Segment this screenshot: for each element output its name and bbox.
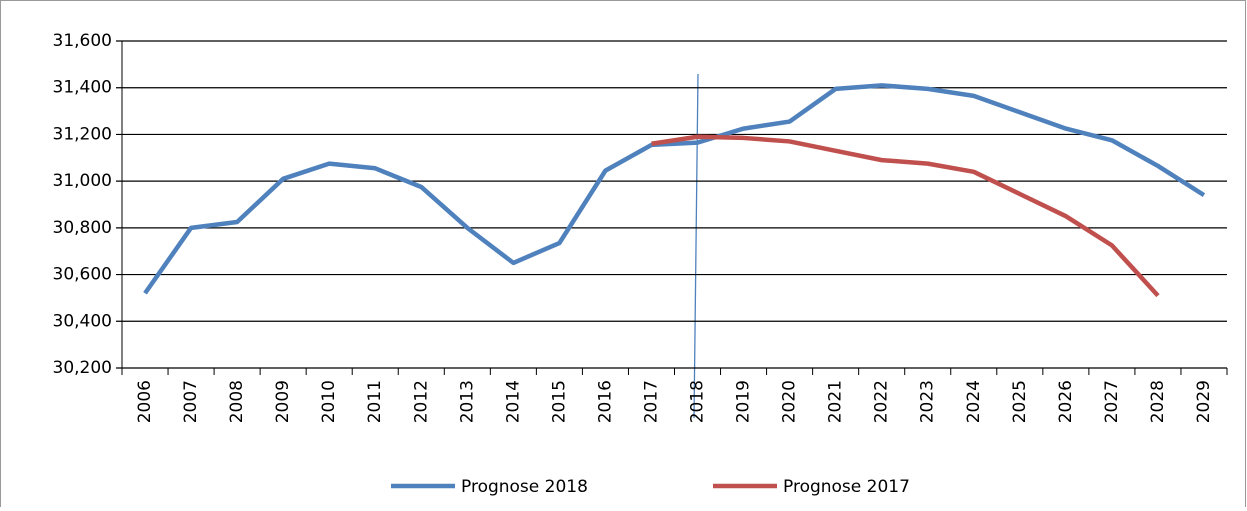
x-tick-label: 2015 [549,380,569,423]
x-tick-label: 2022 [872,380,892,423]
x-tick-label: 2018 [688,380,708,423]
x-tick-label: 2021 [826,380,846,423]
marker-line [693,73,699,419]
x-tick-label: 2013 [457,380,477,423]
x-tick-label: 2012 [411,380,431,423]
x-tick-label: 2017 [641,380,661,423]
y-tick-label: 30,600 [53,265,112,285]
x-tick-label: 2009 [273,380,293,423]
x-tick-label: 2026 [1056,380,1076,423]
x-tick-label: 2008 [227,380,247,423]
series-line [143,83,1206,295]
x-tick-label: 2023 [918,380,938,423]
y-tick-label: 30,400 [53,311,112,331]
x-tick-label: 2028 [1148,380,1168,423]
x-tick-label: 2027 [1102,380,1122,423]
x-tick-label: 2011 [365,380,385,423]
y-tick-label: 30,200 [53,358,112,378]
y-tick-label: 31,000 [53,171,112,191]
series-line [651,134,1160,298]
x-tick-label: 2006 [135,380,155,423]
x-tick-label: 2010 [319,380,339,423]
legend-label: Prognose 2018 [461,477,588,497]
legend-label: Prognose 2017 [783,477,910,497]
x-tick-label: 2019 [734,380,754,423]
y-tick-label: 31,200 [53,124,112,144]
x-tick-label: 2007 [181,380,201,423]
x-tick-label: 2025 [1010,380,1030,423]
x-tick-label: 2016 [595,380,615,423]
x-tick-label: 2014 [503,380,523,423]
y-tick-label: 31,600 [53,31,112,51]
x-tick-label: 2020 [780,380,800,423]
y-tick-label: 30,800 [53,218,112,238]
x-tick-label: 2029 [1194,380,1214,423]
x-tick-label: 2024 [964,380,984,423]
y-tick-label: 31,400 [53,78,112,98]
